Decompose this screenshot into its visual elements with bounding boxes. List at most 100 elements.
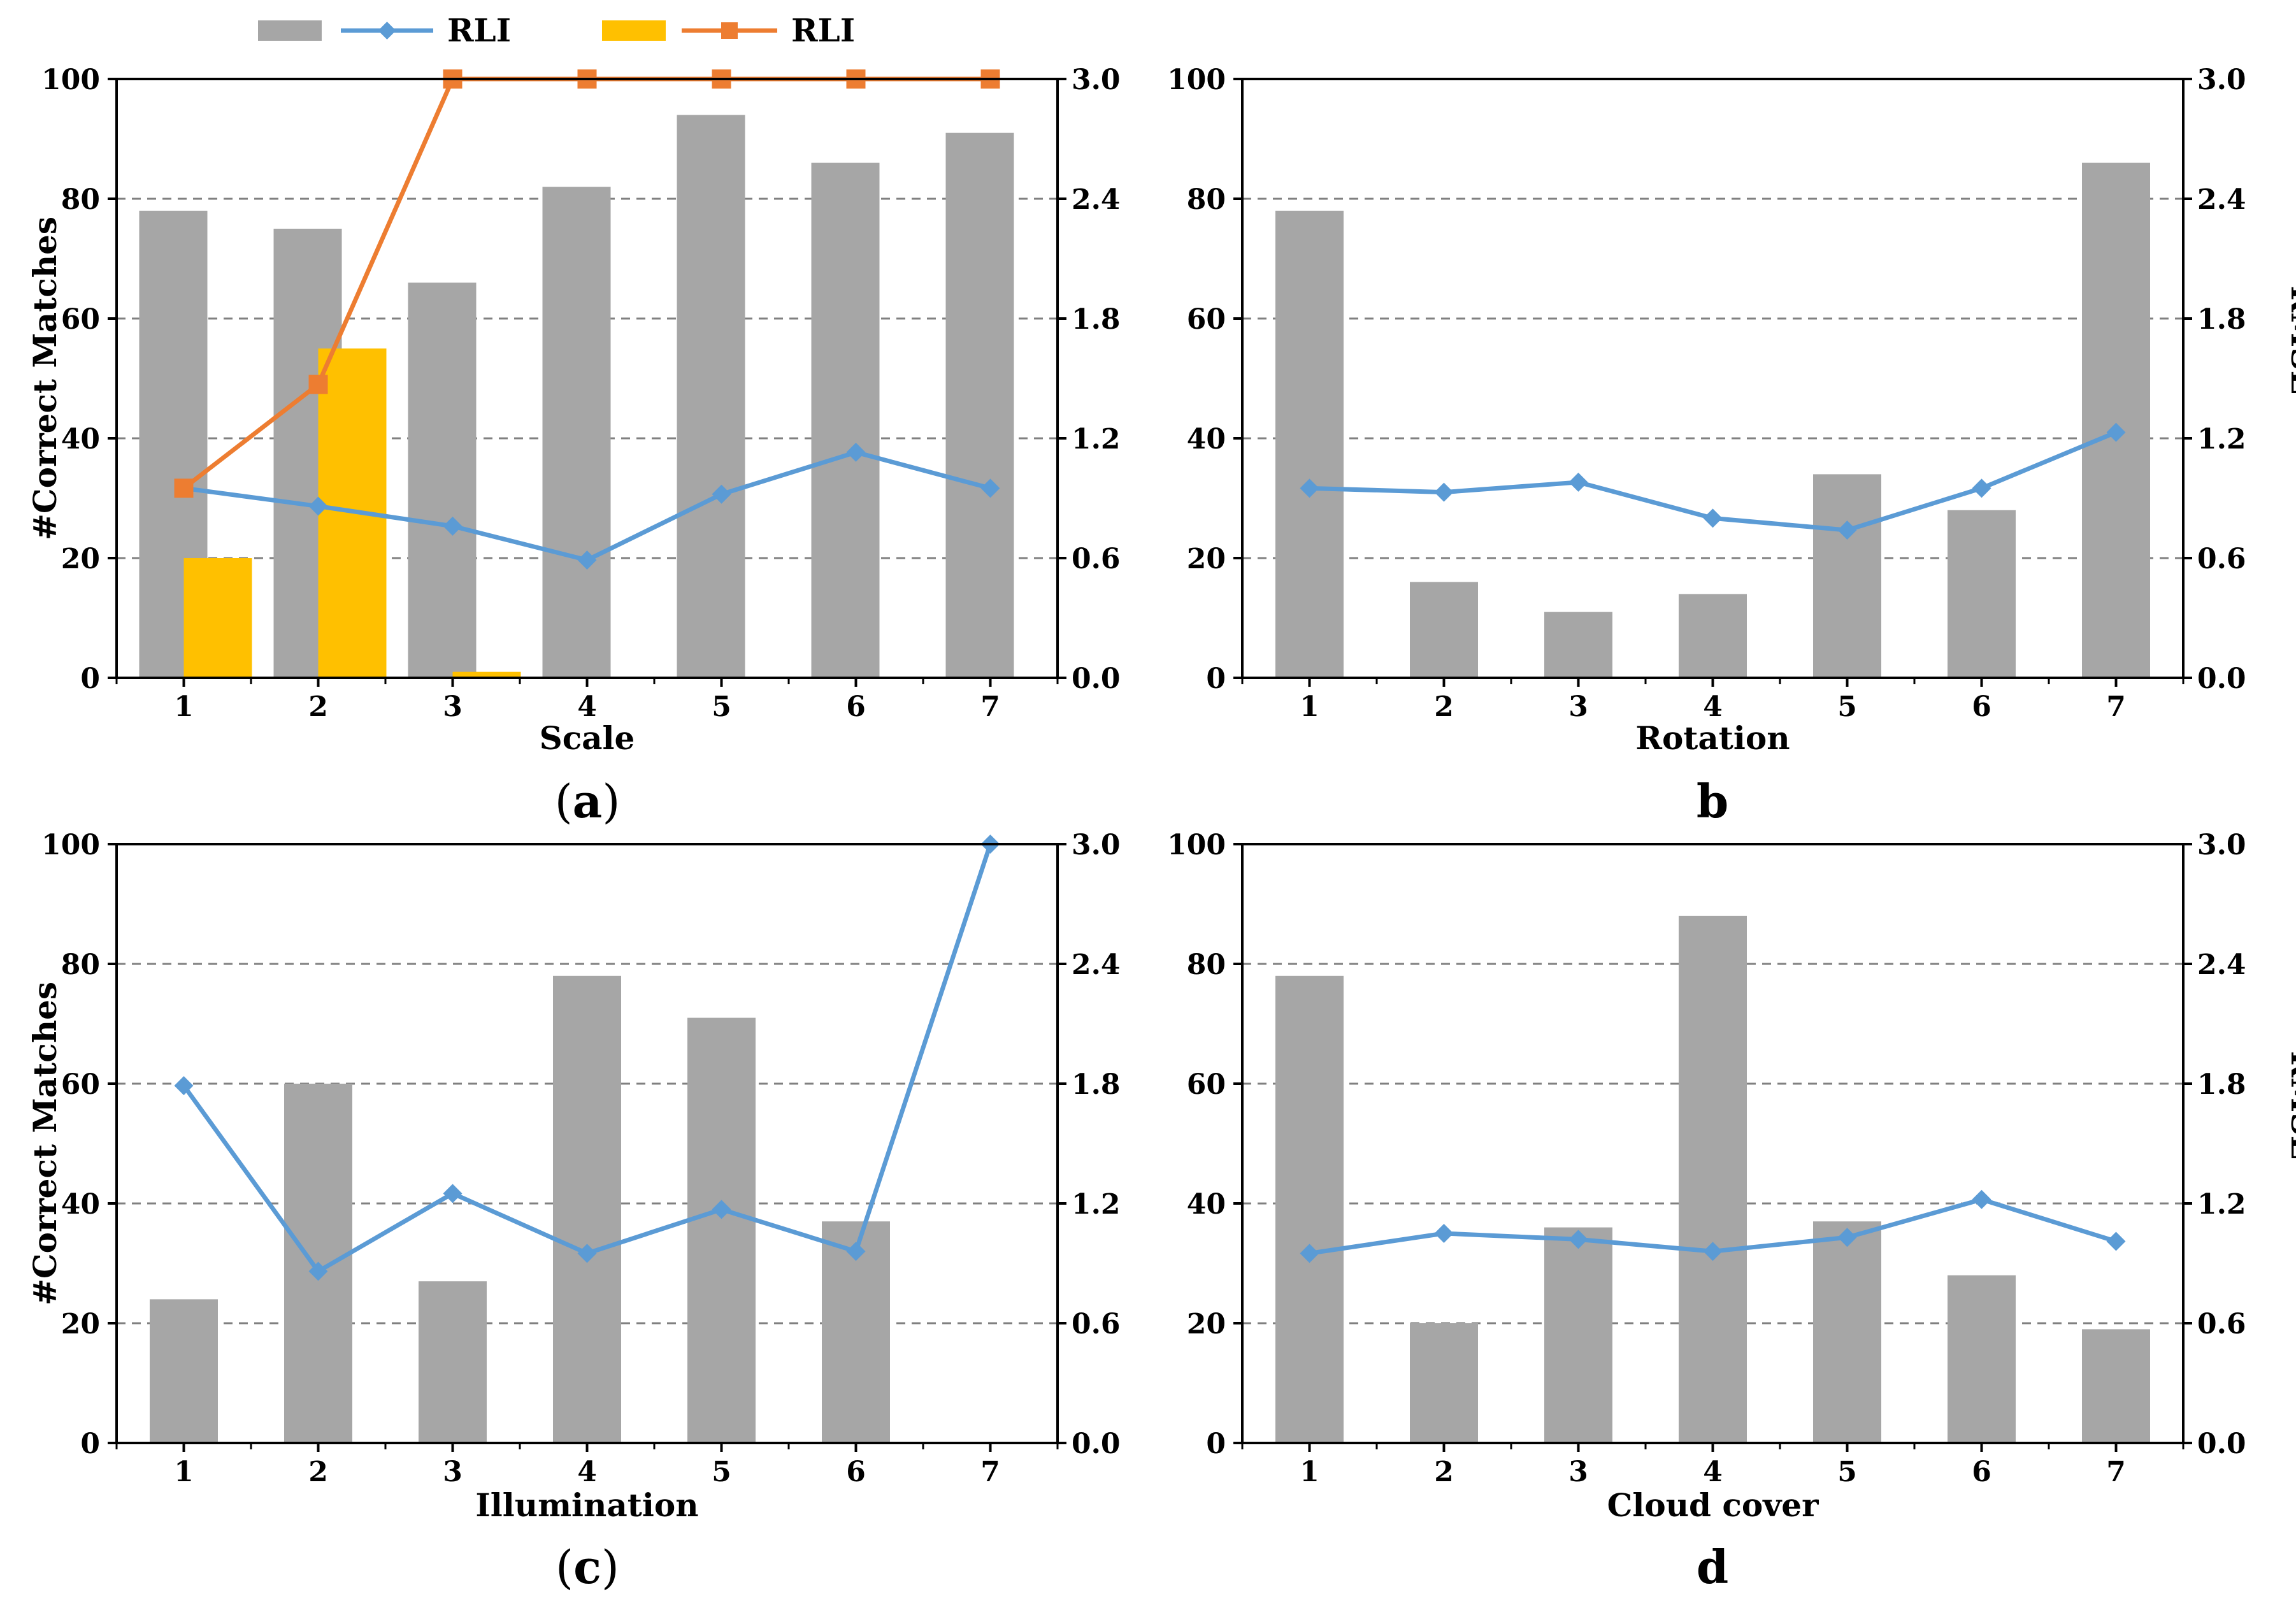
bar-gray-3 — [1544, 1227, 1612, 1443]
ytick-right-label: 1.2 — [1072, 1188, 1121, 1221]
panel-d: 0 20 40 60 80 100 0.0 0.6 1.2 1.8 2.4 3.0 1 2 3 4 5 6 7 Clo… — [1167, 829, 2296, 1594]
xtick-label: 7 — [2106, 1456, 2126, 1488]
point-square-2 — [308, 375, 328, 394]
bar-gray-2 — [1410, 582, 1478, 678]
y-axis-right-label: RMSE — [2284, 1051, 2296, 1159]
panel-b: 0 20 40 60 80 100 0.0 0.6 1.2 1.8 2.4 3.0 1 2 3 4 5 6 7 Rot… — [1167, 64, 2296, 828]
bar-gray-7 — [2082, 1329, 2150, 1443]
xtick-label: 6 — [1972, 691, 1991, 723]
ytick-left-label: 40 — [1187, 1188, 1226, 1221]
ytick-left-label: 100 — [1167, 64, 1226, 96]
ytick-right-label: 0.0 — [2197, 663, 2246, 695]
xtick-label: 6 — [846, 1456, 866, 1488]
point-diamond-2 — [308, 496, 328, 516]
point-diamond-5 — [712, 1200, 731, 1219]
ytick-right-label: 0.0 — [1072, 1428, 1121, 1460]
ytick-left-label: 80 — [61, 949, 100, 981]
panel-label-part: a — [573, 774, 603, 828]
xtick-label: 3 — [443, 1456, 463, 1488]
xtick-label: 5 — [712, 1456, 731, 1488]
xtick-label: 5 — [1837, 1456, 1857, 1488]
xtick-label: 2 — [308, 1456, 328, 1488]
bar-gray-1 — [150, 1299, 218, 1443]
xtick-label: 6 — [1972, 1456, 1991, 1488]
ytick-right-label: 2.4 — [2197, 183, 2246, 216]
legend-swatch-bar-2 — [602, 20, 666, 41]
xtick-label: 4 — [1703, 691, 1723, 723]
x-axis-label: Cloud cover — [1607, 1486, 1819, 1524]
panel-label-part: ) — [601, 1540, 619, 1594]
bar-gray-4 — [542, 187, 611, 678]
xtick-label: 5 — [712, 691, 731, 723]
xtick-label: 5 — [1837, 691, 1857, 723]
ytick-left-label: 20 — [1187, 1308, 1226, 1340]
point-diamond-2 — [308, 1261, 328, 1281]
xtick-label: 1 — [1300, 1456, 1319, 1488]
x-axis-label: Scale — [540, 719, 635, 757]
bar-gray-3 — [408, 282, 477, 678]
ytick-right-label: 0.6 — [2197, 1308, 2246, 1340]
ytick-right-label: 1.2 — [2197, 423, 2246, 456]
ytick-right-label: 2.4 — [2197, 949, 2246, 981]
point-diamond-6 — [846, 1242, 866, 1261]
panel-label-part: ( — [556, 1540, 573, 1594]
bar-gray-2 — [1410, 1323, 1478, 1443]
ytick-left-label: 0 — [1206, 663, 1226, 695]
bar-gray-6 — [811, 162, 880, 678]
bar-gray-1 — [1275, 210, 1344, 678]
ytick-right-label: 0.0 — [2197, 1428, 2246, 1460]
point-square-1 — [174, 478, 194, 498]
panel-label-part: b — [1697, 774, 1728, 828]
panel-label-c: (c) — [556, 1540, 619, 1594]
legend-swatch-bar-0 — [258, 20, 322, 41]
ytick-right-label: 1.8 — [1072, 303, 1121, 336]
legend-marker-square-3 — [721, 22, 738, 39]
ytick-right-label: 1.2 — [1072, 423, 1121, 456]
ytick-right-label: 3.0 — [2197, 829, 2246, 861]
ytick-left-label: 80 — [1187, 949, 1226, 981]
point-diamond-3 — [1568, 472, 1588, 492]
ytick-left-label: 60 — [61, 303, 100, 336]
ytick-right-label: 0.6 — [1072, 1308, 1121, 1340]
bar-gray-4 — [1679, 915, 1747, 1443]
ytick-right-label: 3.0 — [2197, 64, 2246, 96]
ytick-left-label: 100 — [41, 829, 100, 861]
point-diamond-7 — [980, 478, 1000, 498]
ytick-left-label: 40 — [61, 423, 100, 456]
bar-gray-1 — [1275, 975, 1344, 1443]
bar-gray-5 — [677, 115, 745, 678]
panel-label-part: ( — [555, 775, 573, 828]
bar-gray-7 — [945, 133, 1014, 678]
point-diamond-5 — [1837, 1228, 1857, 1247]
bar-gray-6 — [1948, 510, 2016, 678]
xtick-label: 1 — [1300, 691, 1319, 723]
bar-gray-4 — [1679, 594, 1747, 678]
xtick-label: 7 — [980, 691, 1000, 723]
point-diamond-3 — [1568, 1230, 1588, 1249]
ytick-right-label: 1.2 — [2197, 1188, 2246, 1221]
ytick-left-label: 20 — [61, 543, 100, 575]
point-diamond-1 — [1300, 1244, 1319, 1263]
ytick-right-label: 0.6 — [2197, 543, 2246, 575]
ytick-right-label: 3.0 — [1072, 829, 1121, 861]
xtick-label: 2 — [1434, 1456, 1454, 1488]
xtick-label: 1 — [174, 1456, 194, 1488]
legend-label-1: RLI — [447, 11, 511, 49]
bar-yellow-1 — [183, 558, 252, 678]
ytick-left-label: 80 — [61, 183, 100, 216]
bar-gray-3 — [1544, 612, 1612, 678]
point-diamond-7 — [2106, 422, 2126, 442]
ytick-right-label: 2.4 — [1072, 949, 1121, 981]
point-diamond-2 — [1434, 482, 1454, 502]
plot-frame — [1241, 78, 2185, 679]
ytick-right-label: 1.8 — [1072, 1068, 1121, 1101]
point-diamond-5 — [1837, 520, 1857, 540]
point-diamond-1 — [1300, 478, 1319, 498]
ytick-right-label: 0.0 — [1072, 663, 1121, 695]
panels: 0 20 40 60 80 100 0.0 0.6 1.2 1.8 2.4 3.0 1 2 3 4 5 6 7 Sca… — [26, 64, 2296, 1594]
bar-gray-7 — [2082, 162, 2150, 678]
legend-label-3: RLI — [791, 11, 855, 49]
bar-gray-5 — [687, 1017, 756, 1443]
xtick-label: 2 — [308, 691, 328, 723]
